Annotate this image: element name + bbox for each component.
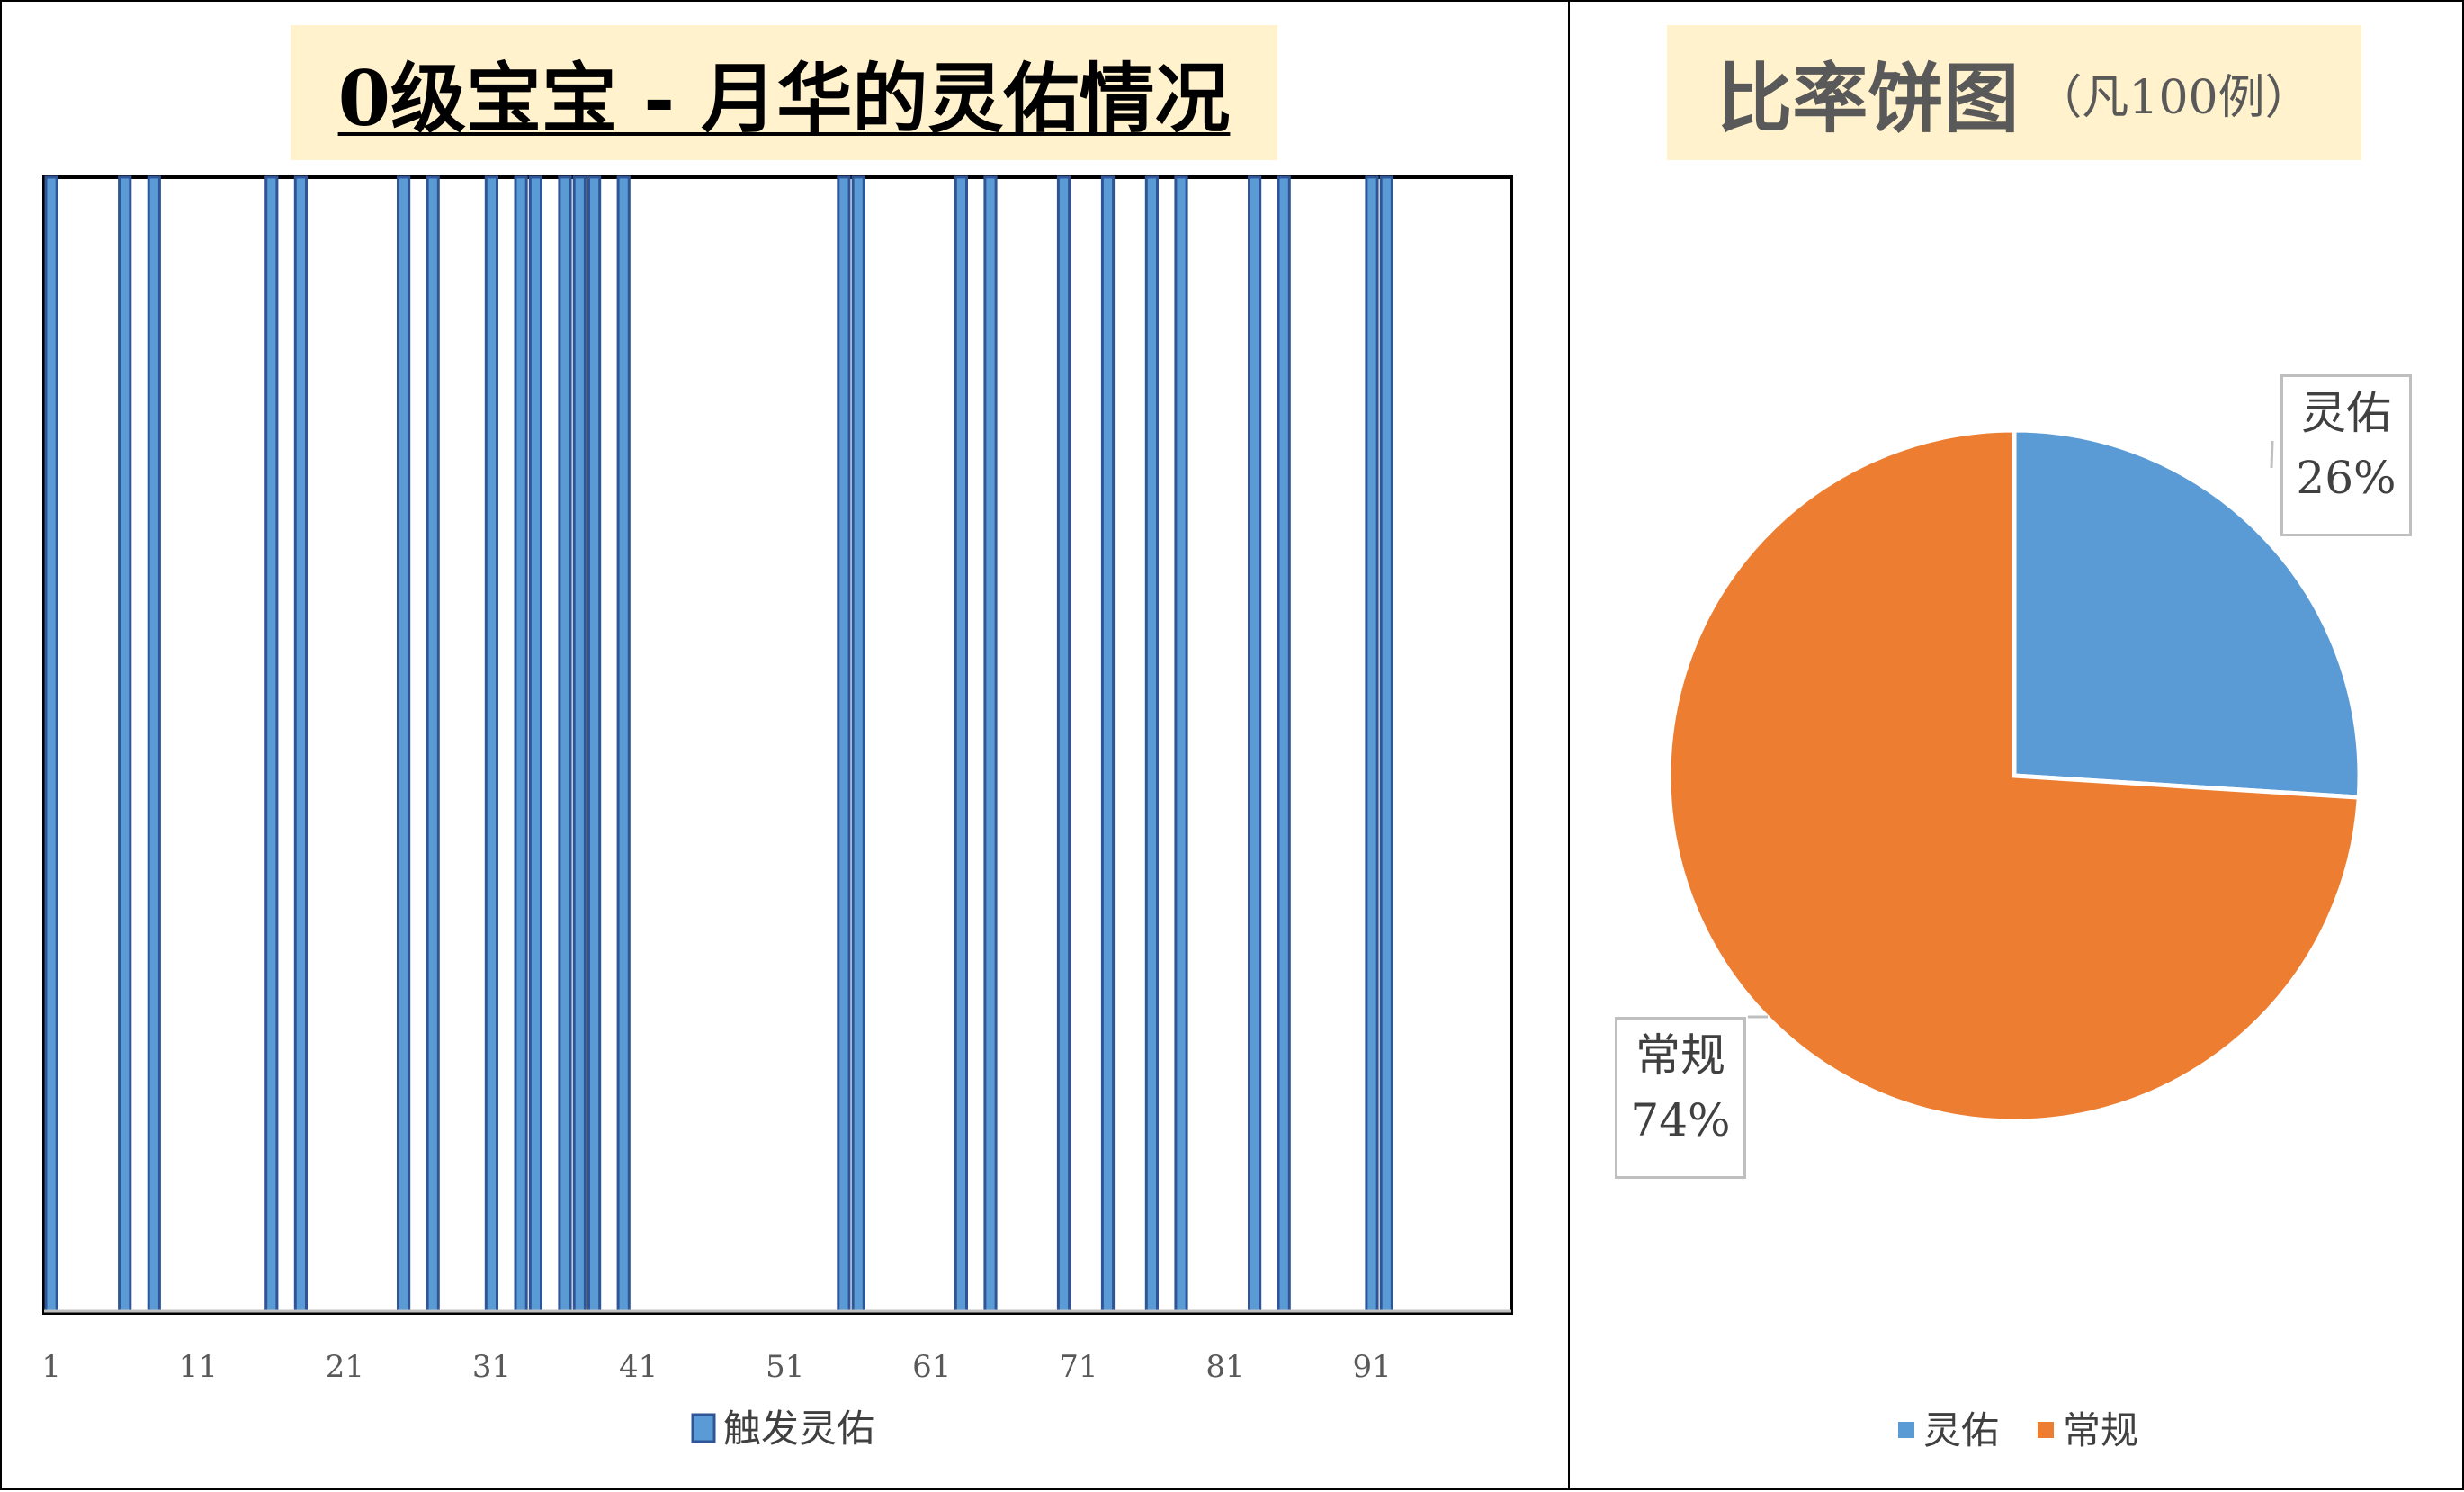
- legend-label-changgui: 常规: [2063, 1408, 2138, 1452]
- bar-trial-38: [587, 175, 602, 1313]
- bar-chart-title: 0级宝宝 - 月华的灵佑情况: [291, 25, 1277, 160]
- bar-trial-63: [954, 175, 969, 1313]
- bar-trial-92: [1379, 175, 1393, 1313]
- bar-trial-25: [397, 175, 411, 1313]
- bar-trial-36: [558, 175, 572, 1313]
- bar-trial-18: [293, 175, 308, 1313]
- data-label-changgui: 常规 74%: [1615, 1017, 1746, 1179]
- x-tick-label-51: 51: [766, 1349, 804, 1385]
- bar-trial-73: [1100, 175, 1116, 1313]
- bar-trial-56: [851, 175, 865, 1313]
- pie-chart-subtitle: （凡100例）: [2035, 70, 2312, 125]
- bar-chart: 1 11 21 31 41 51 61 71 81 91 触发灵佑: [41, 175, 1513, 1451]
- bar-trial-6: [118, 175, 132, 1313]
- bar-trial-83: [1248, 175, 1262, 1313]
- x-tick-labels: 1 11 21 31 41 51 61 71 81 91: [41, 1349, 1391, 1385]
- pie-chart-title: 比率饼图 （凡100例）: [1667, 25, 2361, 160]
- pie-slices: [1666, 427, 2362, 1124]
- legend-label-bar: 触发灵佑: [723, 1407, 874, 1451]
- bar-trial-65: [983, 175, 998, 1313]
- bar-trial-76: [1144, 175, 1160, 1313]
- legend-swatch-changgui: [2038, 1422, 2054, 1438]
- pie-chart: 灵佑 常规: [1666, 427, 2362, 1452]
- bar-trial-16: [264, 175, 279, 1313]
- data-label-changgui-percent: 74%: [1630, 1094, 1731, 1146]
- data-label-lingyou: 灵佑 26%: [2280, 374, 2412, 536]
- leader-line-lingyou: [2270, 440, 2274, 469]
- legend-label-lingyou: 灵佑: [1923, 1408, 1999, 1452]
- legend-swatch-lingyou: [1898, 1422, 1914, 1438]
- bar-trial-78: [1174, 175, 1188, 1313]
- x-tick-label-31: 31: [472, 1349, 511, 1385]
- x-tick-label-61: 61: [912, 1349, 951, 1385]
- x-tick-label-71: 71: [1059, 1349, 1098, 1385]
- pie-slice-changgui: [1666, 427, 2361, 1124]
- data-label-lingyou-name: 灵佑: [2301, 387, 2391, 439]
- bar-trial-1: [44, 175, 58, 1313]
- bar-trial-31: [484, 175, 498, 1313]
- x-tick-label-41: 41: [619, 1349, 658, 1385]
- bar-trial-27: [426, 175, 440, 1313]
- bar-trial-40: [616, 175, 631, 1313]
- bar-trial-91: [1365, 175, 1379, 1313]
- x-tick-label-1: 1: [41, 1349, 61, 1385]
- bar-trial-85: [1277, 175, 1291, 1313]
- x-tick-label-21: 21: [326, 1349, 364, 1385]
- data-label-lingyou-percent: 26%: [2296, 452, 2397, 504]
- plot-area: [42, 175, 1513, 1315]
- bar-trial-34: [528, 175, 542, 1313]
- x-tick-label-91: 91: [1352, 1349, 1391, 1385]
- bar-trial-70: [1056, 175, 1071, 1313]
- bar-chart-title-text: 0级宝宝 - 月华的灵佑情况: [337, 53, 1231, 143]
- bar-trial-8: [147, 175, 161, 1313]
- bar-trial-33: [514, 175, 528, 1313]
- x-tick-label-11: 11: [179, 1349, 218, 1385]
- legend-swatch-bar: [691, 1413, 716, 1443]
- pie-slice-lingyou: [2012, 427, 2362, 800]
- data-label-changgui-name: 常规: [1635, 1029, 1725, 1082]
- pie-chart-title-text: 比率饼图: [1716, 53, 2020, 143]
- bar-trial-37: [572, 175, 587, 1313]
- bar-trial-55: [837, 175, 851, 1313]
- x-tick-label-81: 81: [1205, 1349, 1244, 1385]
